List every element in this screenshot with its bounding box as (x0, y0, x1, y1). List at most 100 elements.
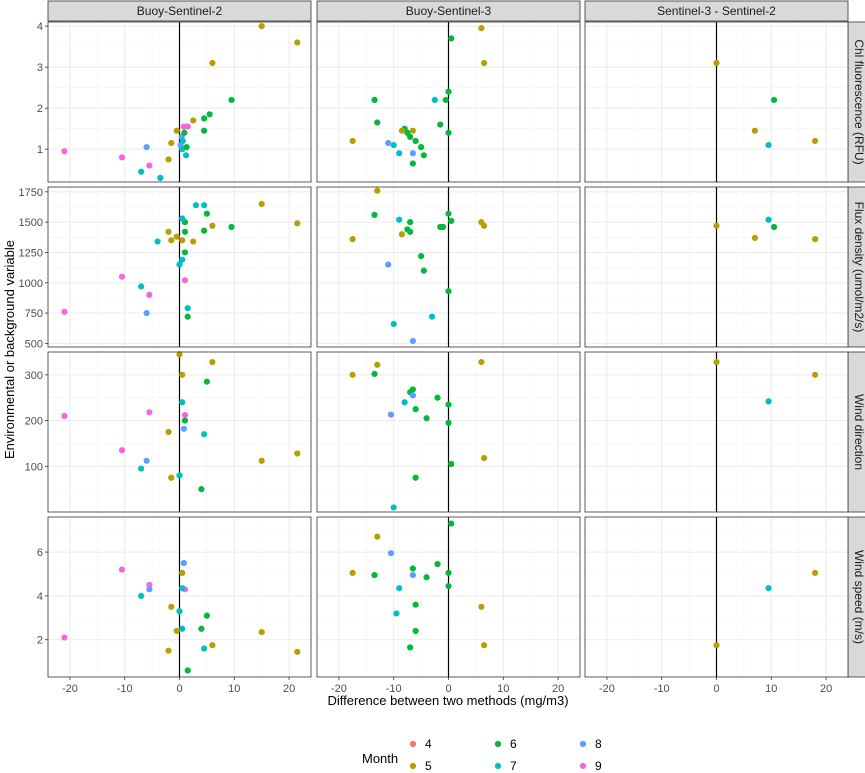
x-axis-title: Difference between two methods (mg/m3) (327, 693, 568, 708)
data-point-month-6 (198, 486, 205, 493)
data-point-month-9 (146, 162, 153, 169)
data-point-month-9 (118, 566, 126, 573)
data-point-month-6 (184, 313, 191, 320)
data-point-month-7 (179, 215, 186, 222)
data-point-month-5 (168, 237, 175, 244)
data-point-month-6 (201, 115, 208, 122)
data-point-month-9 (61, 412, 68, 420)
data-point-month-8 (385, 139, 392, 147)
data-point-month-5 (173, 233, 180, 240)
legend-key (579, 762, 587, 770)
data-point-month-6 (420, 152, 427, 159)
data-point-month-7 (390, 504, 397, 511)
row-strip-flux-density-umol-m2-s: Flux density (umol/m2/s) (847, 186, 865, 348)
data-point-month-5 (179, 569, 186, 576)
data-point-month-5 (190, 238, 197, 245)
data-point-month-6 (409, 160, 416, 167)
data-point-month-7 (154, 238, 161, 245)
data-point-month-6 (445, 401, 452, 408)
panel-wind-direction-buoy-sentinel-2: 100 200 300 (25, 351, 312, 513)
data-point-month-6 (412, 137, 419, 145)
data-point-month-8 (180, 559, 187, 567)
data-point-month-7 (192, 202, 200, 209)
data-point-month-5 (478, 25, 485, 32)
x-tick-label: 20 (820, 683, 832, 695)
data-point-month-5 (165, 428, 172, 436)
x-tick-label: -10 (654, 683, 670, 695)
data-point-month-6 (412, 627, 419, 635)
data-point-month-6 (181, 249, 189, 256)
panel-flux-density-umol-m2-s-sentinel-3-sentinel-2 (584, 186, 849, 348)
x-tick-label: -10 (117, 683, 133, 695)
data-point-month-8 (409, 571, 416, 579)
data-point-month-6 (445, 288, 452, 295)
y-tick-label: 2 (37, 635, 43, 647)
row-strip-chl-fluorescence-rfu: Chl fluorescence (RFU) (847, 21, 865, 183)
data-point-month-6 (181, 228, 189, 235)
data-point-month-7 (182, 152, 190, 159)
data-point-month-5 (374, 533, 381, 540)
data-point-month-6 (371, 370, 378, 378)
data-point-month-5 (165, 156, 172, 163)
data-point-month-5 (812, 569, 819, 576)
data-point-month-5 (481, 222, 488, 229)
data-point-month-7 (179, 585, 186, 592)
data-point-month-6 (770, 96, 778, 104)
data-point-month-5 (173, 627, 180, 635)
legend-label: 7 (510, 759, 517, 773)
data-point-month-6 (445, 210, 452, 217)
data-point-month-6 (423, 574, 430, 581)
data-point-month-8 (385, 261, 392, 268)
data-point-month-6 (445, 569, 452, 576)
data-point-month-8 (146, 586, 153, 593)
data-point-month-5 (168, 474, 175, 481)
row-strip-wind-direction: Wind direction (847, 351, 865, 513)
data-point-month-5 (168, 603, 175, 610)
data-point-month-5 (349, 569, 356, 576)
data-point-month-6 (181, 417, 189, 424)
data-point-month-6 (442, 96, 449, 104)
data-point-month-7 (396, 585, 403, 592)
row-strip-label: Chl fluorescence (RFU) (852, 39, 865, 164)
row-strip-label: Wind direction (852, 394, 865, 470)
data-point-month-5 (398, 231, 406, 238)
data-point-month-9 (61, 308, 68, 315)
data-point-month-5 (409, 127, 416, 134)
x-tick-label: -10 (386, 683, 402, 695)
data-point-month-7 (390, 320, 397, 328)
data-point-month-5 (349, 371, 356, 378)
data-point-month-6 (434, 394, 441, 401)
data-point-month-7 (393, 610, 400, 617)
data-point-month-7 (431, 96, 438, 104)
data-point-month-9 (146, 291, 153, 298)
data-point-month-6 (409, 565, 416, 572)
panel-wind-direction-sentinel-3-sentinel-2 (584, 351, 849, 513)
data-point-month-6 (439, 223, 447, 231)
y-tick-label: 750 (25, 308, 43, 320)
data-point-month-6 (420, 267, 427, 274)
legend-entry-month-4: 4 (409, 737, 432, 751)
data-point-month-5 (209, 358, 216, 366)
data-point-month-8 (387, 411, 395, 418)
data-point-month-7 (390, 141, 397, 149)
row-strip-label: Flux density (umol/m2/s) (852, 202, 865, 333)
panel-chl-fluorescence-rfu-buoy-sentinel-2: 1 2 3 4 (37, 21, 312, 183)
y-tick-label: 100 (25, 461, 43, 473)
data-point-month-6 (203, 612, 210, 619)
data-point-month-7 (765, 141, 772, 149)
y-axis-title: Environmental or background variable (2, 240, 17, 459)
data-point-month-7 (179, 625, 186, 632)
data-point-month-5 (398, 127, 406, 134)
legend-entry-month-9: 9 (579, 759, 602, 773)
data-point-month-5 (349, 236, 356, 243)
legend-entry-month-7: 7 (494, 759, 517, 773)
legend-entry-month-8: 8 (579, 737, 602, 751)
data-point-month-5 (713, 642, 720, 649)
data-point-month-6 (407, 219, 414, 226)
legend-key (409, 762, 417, 770)
data-point-month-8 (180, 425, 187, 432)
data-point-month-5 (209, 642, 216, 649)
data-point-month-7 (765, 216, 772, 223)
data-point-month-5 (478, 358, 485, 366)
